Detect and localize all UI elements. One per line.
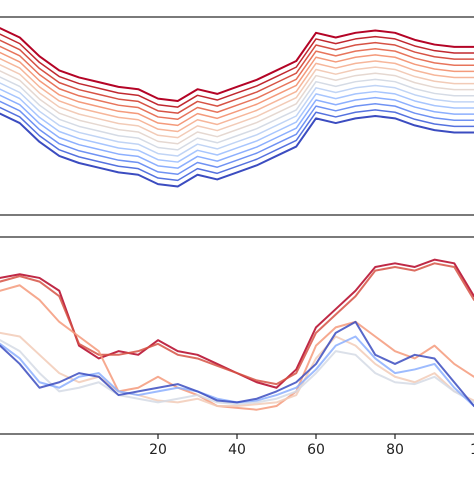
top-series-line-13 xyxy=(0,33,474,108)
top-series-line-0 xyxy=(0,112,474,188)
x-tick-label-edge: 1 xyxy=(470,442,474,458)
top-series-line-6 xyxy=(0,76,474,151)
top-series-group xyxy=(0,27,474,188)
bottom-panel: 20 40 60 80 1 xyxy=(0,236,474,458)
x-tick-label-20: 20 xyxy=(149,442,167,458)
top-series-line-14 xyxy=(0,27,474,102)
bottom-series-line-2 xyxy=(0,284,474,411)
bottom-series-line-5 xyxy=(0,335,474,408)
top-series-line-5 xyxy=(0,82,474,157)
top-series-line-2 xyxy=(0,100,474,176)
bottom-series-line-6 xyxy=(0,320,474,408)
top-series-line-4 xyxy=(0,88,474,163)
x-tick-label-80: 80 xyxy=(386,442,404,458)
bottom-series-line-3 xyxy=(0,331,474,408)
bottom-series-group xyxy=(0,258,474,411)
top-series-line-9 xyxy=(0,57,474,133)
top-series-line-1 xyxy=(0,106,474,182)
top-panel-frame xyxy=(0,16,474,216)
x-tick-label-40: 40 xyxy=(228,442,246,458)
top-series-line-3 xyxy=(0,94,474,169)
top-series-line-8 xyxy=(0,64,474,139)
top-series-line-7 xyxy=(0,70,474,145)
x-tick-label-60: 60 xyxy=(307,442,325,458)
top-panel xyxy=(0,16,474,216)
bottom-series-line-4 xyxy=(0,339,474,406)
top-series-line-10 xyxy=(0,51,474,127)
top-series-line-12 xyxy=(0,39,474,114)
top-series-line-11 xyxy=(0,45,474,121)
bottom-x-axis: 20 40 60 80 1 xyxy=(149,434,474,458)
bottom-series-line-1 xyxy=(0,262,474,386)
